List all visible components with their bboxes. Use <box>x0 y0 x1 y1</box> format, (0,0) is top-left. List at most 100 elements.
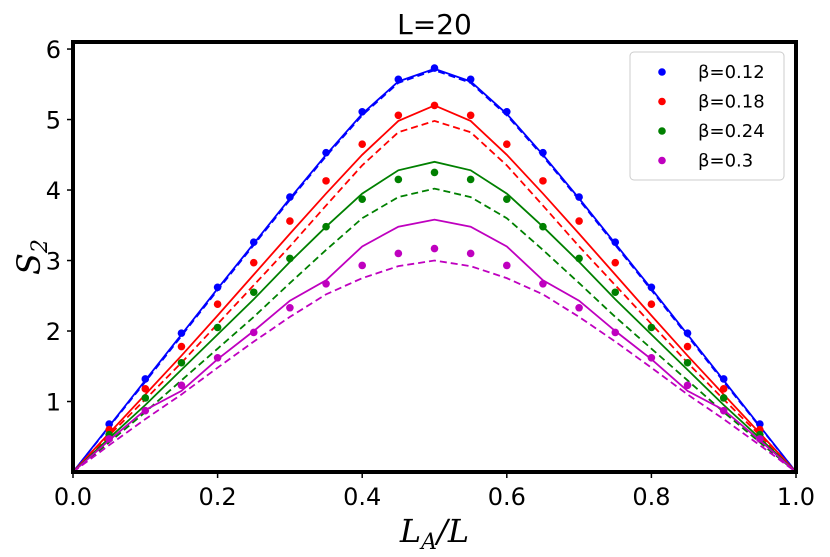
series-0-point-8 <box>358 107 367 116</box>
y-tick-label-2: 3 <box>46 248 61 276</box>
series-1-point-13 <box>539 177 547 185</box>
legend-label-3: β=0.3 <box>698 151 753 172</box>
series-3-dashed-line <box>72 259 797 473</box>
series-0-point-16 <box>647 283 656 292</box>
series-2-point-2 <box>141 394 150 402</box>
series-0-point-9 <box>394 75 403 84</box>
series-3-point-5 <box>249 328 258 337</box>
series-3-point-19 <box>756 435 764 443</box>
series-1-point-2 <box>141 385 150 393</box>
series-0-point-12 <box>503 107 511 116</box>
series-1-point-9 <box>394 111 403 120</box>
series-1-point-14 <box>575 217 583 225</box>
series-2-point-16 <box>647 323 656 332</box>
series-1-point-18 <box>719 385 728 393</box>
x-tick-label-0: 0.0 <box>54 483 92 511</box>
series-1-point-16 <box>647 300 656 309</box>
series-3-point-15 <box>611 328 620 337</box>
series-1-point-7 <box>322 177 330 185</box>
x-tick-label-1: 0.2 <box>199 483 237 511</box>
series-1-dashed-line <box>72 120 797 473</box>
series-0-point-19 <box>756 420 764 428</box>
series-1-point-3 <box>177 342 186 351</box>
x-tick-label-3: 0.6 <box>488 483 526 511</box>
series-0-point-11 <box>466 75 475 84</box>
series-3-point-2 <box>141 406 150 415</box>
series-0-point-14 <box>575 193 583 201</box>
series-points <box>105 64 764 443</box>
series-2-point-17 <box>683 358 692 367</box>
series-0-point-2 <box>141 375 150 383</box>
y-ticks: 1 2 3 4 5 6 <box>46 36 73 417</box>
series-3-solid-line <box>72 218 797 473</box>
series-2-point-9 <box>394 175 403 184</box>
series-1-point-17 <box>683 342 692 351</box>
legend-marker-3 <box>658 156 666 165</box>
series-2-point-3 <box>177 358 186 367</box>
x-tick-label-4: 0.8 <box>632 483 670 511</box>
series-0-point-3 <box>177 329 186 337</box>
series-1-point-12 <box>503 140 511 149</box>
series-3-point-1 <box>105 435 113 443</box>
series-3-point-8 <box>358 261 367 270</box>
series-1-point-8 <box>358 140 367 149</box>
series-1-point-6 <box>286 217 294 225</box>
series-2-point-5 <box>249 288 258 297</box>
series-3-point-12 <box>503 261 511 270</box>
series-0-point-13 <box>539 148 547 157</box>
legend-box <box>629 51 785 181</box>
series-2-point-11 <box>466 175 475 184</box>
legend-label-0: β=0.12 <box>698 62 765 83</box>
series-3-point-7 <box>322 279 330 288</box>
series-2-point-10 <box>430 168 439 177</box>
y-tick-label-0: 1 <box>46 389 61 417</box>
series-3-point-3 <box>177 381 186 390</box>
series-3-point-18 <box>719 406 728 415</box>
series-2-point-14 <box>575 254 583 263</box>
x-ticks: 0.0 0.2 0.4 0.6 0.8 1.0 <box>54 472 815 511</box>
series-3-point-17 <box>683 381 692 390</box>
series-0-point-7 <box>322 148 330 157</box>
series-1-point-11 <box>466 111 475 120</box>
y-tick-label-1: 2 <box>46 318 61 346</box>
series-0-point-15 <box>611 238 620 246</box>
series-2-dashed-line <box>72 187 797 473</box>
plot-frame <box>71 40 798 474</box>
series-0-point-18 <box>719 375 728 383</box>
series-3-point-13 <box>539 279 547 288</box>
series-2-point-4 <box>213 323 222 332</box>
series-1-point-15 <box>611 258 620 267</box>
series-3-point-9 <box>394 249 403 258</box>
series-2-point-12 <box>503 195 511 203</box>
legend-marker-0 <box>658 68 666 76</box>
series-3-point-14 <box>575 303 583 312</box>
series-3-point-4 <box>213 354 222 362</box>
series-3-point-6 <box>286 303 294 312</box>
legend-label-1: β=0.18 <box>698 92 765 113</box>
series-lines <box>72 67 797 473</box>
series-1-point-10 <box>430 101 439 110</box>
series-3-point-11 <box>466 249 475 258</box>
legend-marker-1 <box>658 97 666 106</box>
series-3-point-16 <box>647 354 656 362</box>
x-tick-label-2: 0.4 <box>343 483 381 511</box>
series-2-solid-line <box>72 160 797 473</box>
chart-title: L=20 <box>397 8 472 41</box>
y-axis-label: S2 <box>10 239 53 275</box>
series-0-point-5 <box>249 238 258 246</box>
x-axis-label: LA/L <box>399 512 469 555</box>
y-tick-label-3: 4 <box>46 177 61 205</box>
series-0-point-17 <box>683 329 692 337</box>
y-tick-label-5: 6 <box>46 36 61 64</box>
series-2-point-15 <box>611 288 620 297</box>
legend-label-2: β=0.24 <box>698 121 765 142</box>
series-3-point-10 <box>430 244 439 253</box>
legend: β=0.12 β=0.18 β=0.24 β=0.3 <box>629 51 785 181</box>
series-2-point-6 <box>286 254 294 263</box>
series-0-point-4 <box>213 283 222 292</box>
series-0-point-6 <box>286 193 294 201</box>
legend-marker-2 <box>658 127 666 135</box>
series-0-point-1 <box>105 420 113 428</box>
y-tick-label-4: 5 <box>46 107 61 135</box>
